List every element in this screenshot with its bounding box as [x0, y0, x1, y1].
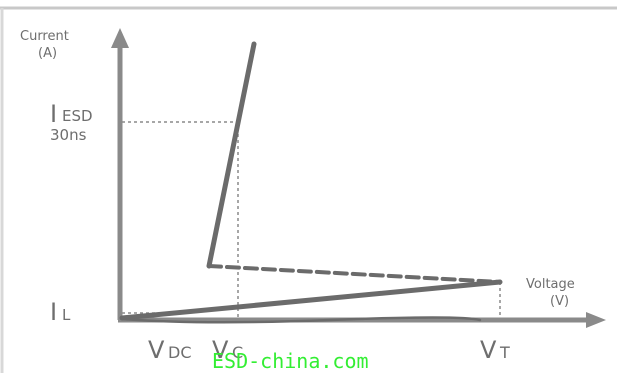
- v-t-label: V T: [480, 336, 510, 364]
- y-axis-title: Current: [20, 29, 69, 44]
- clamping-curve: [206, 41, 257, 269]
- i-esd-label: I ESD 30ns: [50, 100, 93, 144]
- y-axis-unit: (A): [38, 46, 57, 61]
- y-axis-arrow-icon: [111, 28, 129, 48]
- i-esd-time: 30ns: [50, 126, 87, 144]
- v-dc-subscript: DC: [168, 343, 192, 362]
- v-c-main: V: [212, 336, 229, 364]
- i-l-label: I L: [50, 298, 71, 326]
- v-dc-label: V DC: [148, 336, 192, 364]
- i-l-main: I: [50, 298, 57, 326]
- curves: [119, 41, 503, 324]
- v-c-subscript: C: [232, 343, 243, 362]
- i-esd-subscript: ESD: [62, 107, 93, 125]
- x-axis-unit: (V): [550, 294, 569, 309]
- i-l-subscript: L: [62, 306, 71, 324]
- v-t-subscript: T: [499, 343, 510, 362]
- leakage-line: [119, 279, 503, 321]
- x-axis-title: Voltage: [526, 277, 575, 292]
- frame: [0, 6, 617, 373]
- v-dc-main: V: [148, 336, 165, 364]
- snapback-dashed-curve: [207, 264, 502, 284]
- v-c-label: V C: [212, 336, 243, 364]
- watermark-text: ESD-china.com: [212, 349, 369, 373]
- low-current-curve: [120, 316, 482, 324]
- v-t-main: V: [480, 336, 497, 364]
- x-axis-arrow-icon: [586, 312, 606, 328]
- i-esd-main: I: [50, 100, 57, 128]
